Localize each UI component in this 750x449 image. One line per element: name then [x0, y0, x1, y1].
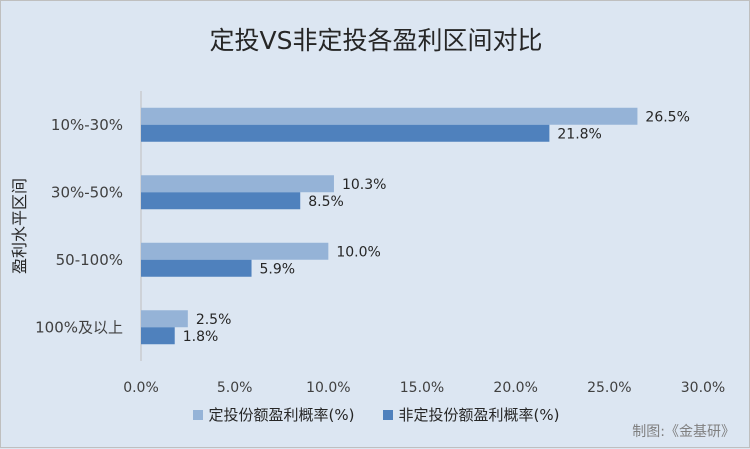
- category-label: 10%-30%: [51, 116, 123, 134]
- data-label: 1.8%: [183, 329, 219, 345]
- data-label: 10.0%: [336, 244, 380, 260]
- data-label: 8.5%: [308, 194, 344, 210]
- bar-series-1: [141, 107, 638, 125]
- bar-series-1: [141, 175, 334, 193]
- data-label: 26.5%: [645, 109, 689, 125]
- x-tick-label: 10.0%: [306, 380, 350, 396]
- source-credit: 制图:《金基研》: [632, 424, 735, 440]
- x-tick-label: 25.0%: [587, 380, 631, 396]
- bar-series-2: [141, 259, 252, 277]
- bar-series-1: [141, 242, 329, 260]
- legend: 定投份额盈利概率(%) 非定投份额盈利概率(%): [1, 404, 750, 425]
- legend-label-series-1: 定投份额盈利概率(%): [208, 406, 355, 424]
- legend-swatch-series-2: [382, 409, 393, 420]
- bar-series-1: [141, 310, 188, 328]
- legend-label-series-2: 非定投份额盈利概率(%): [398, 406, 560, 424]
- chart-title: 定投VS非定投各盈利区间对比: [209, 26, 543, 55]
- bar-series-2: [141, 124, 550, 142]
- category-label: 50-100%: [56, 251, 123, 269]
- legend-item-series-2: 非定投份额盈利概率(%): [382, 404, 560, 425]
- category-label: 100%及以上: [35, 318, 123, 336]
- x-tick-label: 15.0%: [400, 380, 444, 396]
- x-tick-label: 0.0%: [123, 380, 159, 396]
- data-label: 10.3%: [342, 177, 386, 193]
- legend-swatch-series-1: [192, 409, 203, 420]
- x-tick-label: 30.0%: [681, 380, 725, 396]
- bar-series-2: [141, 327, 175, 345]
- x-tick-label: 20.0%: [493, 380, 537, 396]
- x-tick-label: 5.0%: [217, 380, 253, 396]
- data-label: 5.9%: [260, 261, 296, 277]
- data-label: 2.5%: [196, 312, 232, 328]
- data-label: 21.8%: [557, 126, 601, 142]
- legend-item-series-1: 定投份额盈利概率(%): [192, 404, 355, 425]
- bar-series-2: [141, 192, 301, 210]
- category-label: 30%-50%: [51, 183, 123, 201]
